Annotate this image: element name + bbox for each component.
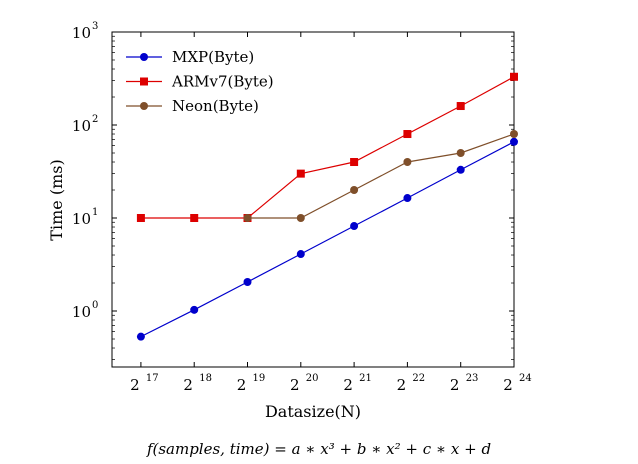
series-1	[136, 72, 518, 223]
legend-marker	[140, 77, 148, 86]
x-tick-label-exponent: 17	[146, 373, 159, 384]
data-point	[190, 305, 199, 314]
x-tick-label: 2	[130, 376, 140, 394]
legend-label: MXP(Byte)	[172, 48, 254, 66]
data-point	[136, 332, 145, 341]
x-tick-label: 2	[450, 376, 460, 394]
data-point	[190, 214, 199, 223]
data-point	[510, 137, 518, 146]
data-point	[296, 250, 305, 259]
data-point	[403, 194, 412, 203]
y-tick-label: 10	[72, 117, 91, 135]
legend-item: Neon(Byte)	[126, 97, 259, 115]
legend-label: Neon(Byte)	[172, 97, 259, 115]
cubic-fit-formula: f(samples, time) = a ∗ x³ + b ∗ x² + c ∗…	[146, 440, 492, 458]
x-tick-label: 2	[183, 376, 193, 394]
y-tick-label: 10	[72, 210, 91, 228]
data-point	[243, 214, 252, 223]
data-point	[403, 130, 412, 139]
x-tick-label: 2	[237, 376, 247, 394]
data-point	[136, 214, 145, 223]
data-point	[296, 214, 305, 223]
x-tick-label-exponent: 18	[199, 373, 212, 384]
x-tick-label: 2	[397, 376, 407, 394]
series-line	[247, 133, 515, 219]
x-tick-label-exponent: 21	[359, 373, 372, 384]
y-tick-label: 10	[72, 24, 91, 42]
series-line	[140, 141, 515, 338]
y-tick-label-exponent: 1	[92, 207, 98, 218]
y-tick-label: 10	[72, 303, 91, 321]
data-point	[243, 278, 252, 287]
x-axis-label: Datasize(N)	[265, 402, 361, 421]
x-tick-label-exponent: 19	[253, 373, 266, 384]
data-point	[510, 72, 518, 81]
legend-label: ARMv7(Byte)	[171, 73, 274, 91]
legend-marker	[140, 102, 148, 110]
plot-frame	[111, 31, 515, 368]
x-tick-label-exponent: 23	[466, 373, 479, 384]
y-tick-label-exponent: 3	[92, 21, 98, 32]
data-point	[350, 158, 359, 167]
x-tick-label: 2	[503, 376, 513, 394]
legend-marker	[140, 53, 148, 61]
y-tick-label-exponent: 2	[92, 114, 98, 125]
data-point	[456, 165, 465, 174]
legend-item: ARMv7(Byte)	[126, 73, 274, 91]
data-point	[350, 222, 359, 231]
y-axis-label: Time (ms)	[47, 159, 66, 240]
y-tick-label-exponent: 0	[92, 300, 98, 311]
x-tick-label: 2	[343, 376, 353, 394]
data-point	[350, 186, 359, 195]
data-point	[403, 158, 412, 167]
legend-item: MXP(Byte)	[126, 48, 254, 66]
x-tick-label-exponent: 22	[412, 373, 425, 384]
series-2	[243, 130, 518, 223]
data-point	[296, 169, 305, 178]
x-tick-label: 2	[290, 376, 300, 394]
x-tick-label-exponent: 24	[519, 373, 532, 384]
series-line	[140, 76, 515, 219]
series-0	[136, 137, 518, 341]
x-tick-label-exponent: 20	[306, 373, 319, 384]
data-point	[510, 130, 518, 139]
data-point	[456, 148, 465, 157]
data-point	[456, 102, 465, 111]
